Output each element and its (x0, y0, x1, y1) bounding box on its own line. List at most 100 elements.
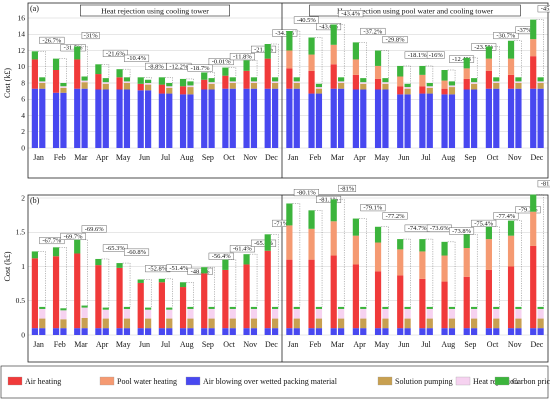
bar-segment-air (463, 78, 470, 90)
bar-segment-heat (493, 81, 500, 83)
y-axis-label: Cost (k£) (3, 68, 12, 98)
bar-segment-carbon (31, 51, 38, 60)
x-tick-label: Nov (243, 340, 257, 349)
bar-segment-carbon (537, 77, 544, 82)
bar-segment-heat (145, 83, 152, 85)
bar-segment-blow (201, 328, 208, 335)
bar-segment-carbon (397, 239, 404, 250)
reduction-label: -65.3% (106, 245, 126, 252)
bar-segment-air (179, 86, 187, 95)
bar-segment-heat (208, 82, 215, 84)
bar-segment-sol (338, 83, 345, 89)
bar-segment-heat (250, 308, 258, 319)
bar-segment-blow (250, 88, 258, 148)
reduction-label: -71% (274, 220, 289, 227)
bar-segment-sol (166, 87, 173, 94)
bar-segment-blow (463, 89, 470, 148)
bar-segment-blow (530, 328, 537, 335)
bar-segment-carbon (208, 78, 215, 83)
bar-segment-blow (187, 94, 194, 148)
bar-segment-blow (293, 88, 300, 148)
bar-segment-sol (60, 87, 67, 93)
bar-segment-carbon (293, 306, 300, 309)
bar-segment-heat (102, 309, 109, 319)
bar-segment-sol (145, 84, 152, 91)
bar-segment-pool (485, 58, 492, 71)
reduction-label: -37.2% (363, 28, 383, 35)
reduction-label: -30.7% (496, 32, 516, 39)
x-tick-label: Aug (180, 153, 194, 162)
bar-segment-carbon (123, 306, 131, 309)
bar-segment-air (179, 287, 187, 329)
bar-segment-air (308, 259, 315, 329)
bar-segment-air (95, 265, 102, 329)
bar-segment-heat (102, 82, 109, 84)
bar-segment-carbon (448, 306, 456, 309)
bar-segment-air (419, 86, 426, 94)
bar-segment-heat (338, 81, 345, 83)
bar-segment-air (116, 267, 123, 329)
reduction-label: -79.1% (363, 205, 383, 212)
reduction-label: -23.5% (474, 44, 494, 51)
x-tick-label: Jan (33, 153, 44, 162)
reduction-label-box (272, 29, 298, 37)
reduction-label: -40.5% (297, 17, 317, 24)
legend-swatch-blow (185, 376, 201, 386)
bar-segment-heat (229, 308, 236, 319)
bar-segment-carbon (404, 306, 411, 309)
bar-segment-pool (352, 59, 359, 75)
bar-segment-heat (515, 308, 522, 319)
reduction-label: -77.2% (386, 213, 406, 220)
bar-segment-sol (250, 83, 258, 89)
reduction-label: -79.3% (519, 207, 539, 214)
reduction-label: -10.4% (127, 55, 147, 62)
section-title: Heat rejection using cooling tower (101, 6, 209, 15)
bar-segment-sol (250, 318, 258, 329)
bar-segment-sol (515, 318, 522, 329)
bar-segment-carbon (374, 50, 382, 66)
bar-segment-blow (208, 89, 215, 148)
bar-segment-blow (530, 88, 537, 148)
bar-segment-carbon (441, 241, 448, 256)
bar-segment-pool (419, 74, 426, 87)
bar-segment-blow (81, 328, 88, 335)
reduction-label-box (208, 58, 234, 66)
bar-segment-sol (537, 83, 544, 89)
bar-segment-air (485, 70, 492, 89)
bar-segment-heat (315, 87, 323, 89)
bar-segment-blow (31, 88, 38, 148)
bar-segment-pool (397, 249, 404, 276)
reduction-label: -11.8% (233, 54, 252, 61)
bar-segment-heat (515, 81, 522, 83)
bar-segment-air (397, 275, 404, 329)
x-tick-label: Jun (139, 153, 150, 162)
bar-segment-blow (471, 328, 478, 335)
bar-segment-heat (123, 81, 131, 83)
bar-segment-carbon (360, 78, 367, 83)
bar-segment-blow (229, 88, 236, 148)
reduction-label: -48.8% (191, 268, 211, 275)
x-tick-label: Oct (223, 153, 235, 162)
reduction-label-box (338, 10, 364, 18)
bar-segment-air (264, 58, 271, 89)
x-tick-label: Sep (464, 153, 476, 162)
bar-segment-blow (81, 88, 88, 148)
bar-segment-carbon (330, 199, 337, 222)
bar-segment-blow (515, 328, 522, 335)
x-tick-label: Mar (331, 153, 345, 162)
x-tick-label: Jan (33, 340, 44, 349)
bar-segment-sol (382, 83, 389, 90)
x-tick-label: May (374, 153, 389, 162)
bar-segment-blow (397, 94, 404, 148)
x-tick-label: Dec (265, 340, 278, 349)
reduction-label-box (316, 23, 342, 31)
bar-segment-blow (338, 328, 345, 335)
x-tick-label: Jun (139, 340, 150, 349)
reduction-label: -37% (517, 27, 532, 34)
bar-segment-carbon (338, 77, 345, 82)
bar-segment-sol (515, 83, 522, 89)
bar-segment-air (74, 253, 81, 329)
x-tick-label: Apr (353, 153, 366, 162)
reduction-label-box (537, 180, 550, 188)
bar-segment-blow (229, 328, 236, 335)
